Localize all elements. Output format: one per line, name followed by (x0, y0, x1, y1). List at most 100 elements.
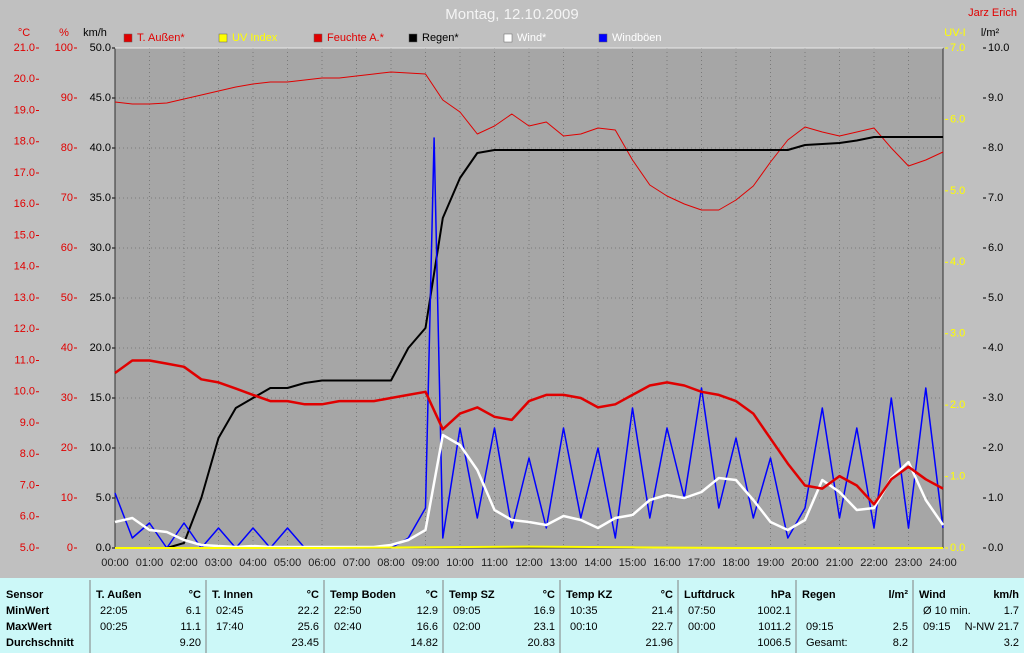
x-tick-label: 12:00 (515, 557, 543, 569)
y-tick-label: 90 (61, 92, 73, 104)
table-cell: 07:50 (688, 605, 716, 617)
x-tick-label: 01:00 (136, 557, 164, 569)
legend-swatch (218, 33, 228, 43)
table-cell: 1011.2 (758, 621, 791, 633)
table-header-unit: °C (426, 589, 438, 601)
table-cell: 23.45 (291, 637, 319, 649)
table-cell: 02:40 (334, 621, 362, 633)
chart-title: Montag, 12.10.2009 (445, 6, 578, 23)
y-tick-label: 14.0 (14, 261, 35, 273)
y-tick-label: 16.0 (14, 198, 35, 210)
y-tick-label: 0.0 (988, 542, 1003, 554)
x-tick-label: 15:00 (619, 557, 647, 569)
table-cell: 3.2 (1004, 637, 1019, 649)
y-tick-label: 9.0 (988, 92, 1003, 104)
y-tick-label: 10.0 (14, 386, 35, 398)
table-cell: 02:45 (216, 605, 244, 617)
table-row-label: MinWert (6, 605, 50, 617)
axis-unit: l/m² (981, 27, 1000, 39)
y-tick-label: 15.0 (14, 229, 35, 241)
table-cell: 1.7 (1004, 605, 1019, 617)
y-tick-label: 1.0 (988, 492, 1003, 504)
legend-swatch (123, 33, 133, 43)
table-cell: 9.20 (180, 637, 201, 649)
table-cell: 21.96 (645, 637, 673, 649)
table-header: Sensor (6, 589, 44, 601)
x-tick-label: 24:00 (929, 557, 957, 569)
y-tick-label: 9.0 (20, 417, 35, 429)
y-tick-label: 12.0 (14, 323, 35, 335)
y-tick-label: 100 (55, 42, 73, 54)
x-tick-label: 04:00 (239, 557, 267, 569)
y-tick-label: 4.0 (988, 342, 1003, 354)
y-tick-label: 0.0 (96, 542, 111, 554)
author: Jarz Erich (968, 7, 1017, 19)
table-cell: 22:05 (100, 605, 128, 617)
table-header: Luftdruck (684, 589, 736, 601)
table-cell: 8.2 (893, 637, 908, 649)
x-tick-label: 05:00 (274, 557, 302, 569)
y-tick-label: 4.0 (950, 256, 965, 268)
table-header: Temp Boden (330, 589, 396, 601)
y-tick-label: 3.0 (950, 328, 965, 340)
y-tick-label: 7.0 (20, 479, 35, 491)
table-header-unit: °C (543, 589, 555, 601)
x-tick-label: 09:00 (412, 557, 440, 569)
series-line (114, 359, 944, 506)
stats-table-bg (0, 578, 1024, 653)
y-tick-label: 25.0 (90, 292, 111, 304)
y-tick-label: 5.0 (20, 542, 35, 554)
x-tick-label: 22:00 (860, 557, 888, 569)
y-tick-label: 10 (61, 492, 73, 504)
series-line (115, 136, 943, 549)
x-tick-label: 18:00 (722, 557, 750, 569)
table-cell: 02:00 (453, 621, 481, 633)
x-tick-label: 16:00 (653, 557, 681, 569)
y-tick-label: 6.0 (20, 511, 35, 523)
table-cell: 00:10 (570, 621, 598, 633)
table-cell: 25.6 (298, 621, 319, 633)
y-tick-label: 6.0 (950, 113, 965, 125)
table-cell: 10:35 (570, 605, 598, 617)
axis-unit: % (59, 27, 69, 39)
table-cell: 23.1 (534, 621, 555, 633)
y-tick-label: 45.0 (90, 92, 111, 104)
y-tick-label: 20.0 (90, 342, 111, 354)
axis-unit: km/h (83, 27, 107, 39)
table-header-unit: °C (661, 589, 673, 601)
y-tick-label: 0.0 (950, 542, 965, 554)
y-tick-label: 7.0 (950, 42, 965, 54)
table-cell: 16.6 (417, 621, 438, 633)
y-tick-label: 8.0 (20, 448, 35, 460)
x-tick-label: 23:00 (895, 557, 923, 569)
table-cell: 6.1 (186, 605, 201, 617)
y-tick-label: 50.0 (90, 42, 111, 54)
table-cell: 22.7 (652, 621, 673, 633)
table-header: Temp KZ (566, 589, 613, 601)
table-cell: 11.1 (180, 621, 201, 633)
table-cell: 1006.5 (757, 637, 791, 649)
y-tick-label: 1.0 (950, 470, 965, 482)
table-cell: 09:15 (923, 621, 951, 633)
table-cell: N-NW 21.7 (965, 621, 1019, 633)
y-tick-label: 8.0 (988, 142, 1003, 154)
y-tick-label: 30 (61, 392, 73, 404)
y-tick-label: 5.0 (950, 185, 965, 197)
y-tick-label: 10.0 (90, 442, 111, 454)
y-tick-label: 80 (61, 142, 73, 154)
table-cell: 09:15 (806, 621, 834, 633)
table-cell: 20.83 (527, 637, 555, 649)
y-tick-label: 3.0 (988, 392, 1003, 404)
legend-label: UV Index (232, 32, 278, 44)
y-tick-label: 2.0 (988, 442, 1003, 454)
y-tick-label: 21.0 (14, 42, 35, 54)
y-tick-label: 13.0 (14, 292, 35, 304)
y-tick-label: 35.0 (90, 192, 111, 204)
x-tick-label: 06:00 (308, 557, 336, 569)
y-tick-label: 50 (61, 292, 73, 304)
y-tick-label: 5.0 (988, 292, 1003, 304)
y-tick-label: 10.0 (988, 42, 1009, 54)
legend-label: Feuchte A.* (327, 32, 385, 44)
